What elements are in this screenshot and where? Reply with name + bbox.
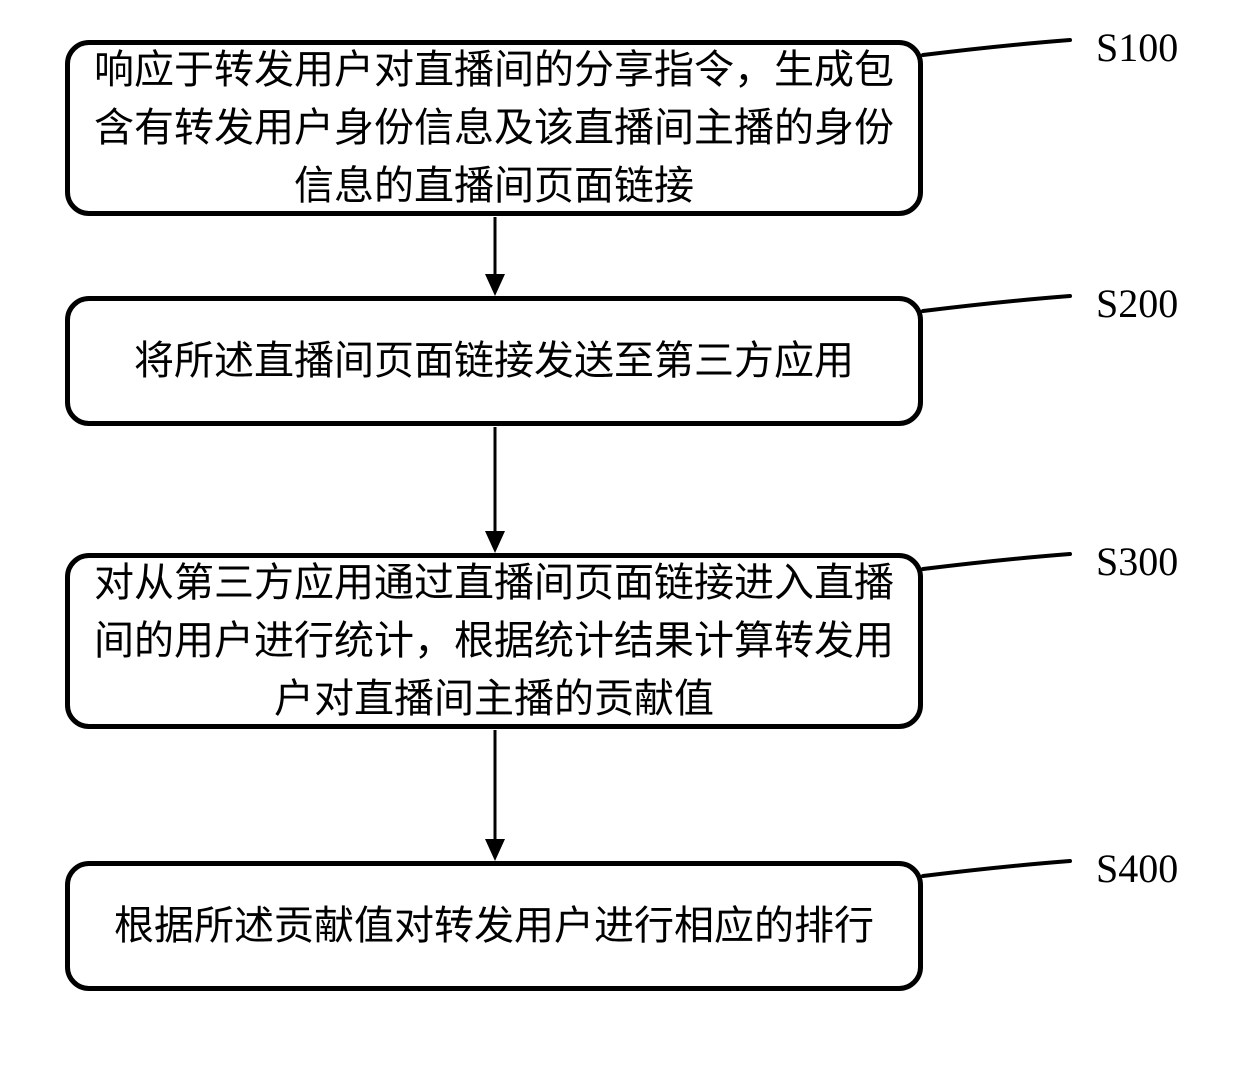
flowchart-canvas: 响应于转发用户对直播间的分享指令，生成包 含有转发用户身份信息及该直播间主播的身… <box>0 0 1240 1068</box>
arrow-head-icon <box>485 274 505 296</box>
node-text: 将所述直播间页面链接发送至第三方应用 <box>134 332 854 390</box>
flowchart-node-s200: 将所述直播间页面链接发送至第三方应用 <box>65 296 923 426</box>
callout-curve <box>923 861 1070 876</box>
arrow-head-icon <box>485 839 505 861</box>
callout-curve <box>923 40 1070 55</box>
step-label-s200: S200 <box>1096 280 1178 327</box>
callout-curve <box>923 554 1070 569</box>
step-label-s100: S100 <box>1096 24 1178 71</box>
flowchart-node-s300: 对从第三方应用通过直播间页面链接进入直播 间的用户进行统计，根据统计结果计算转发… <box>65 553 923 729</box>
node-text: 根据所述贡献值对转发用户进行相应的排行 <box>114 897 874 955</box>
flowchart-node-s400: 根据所述贡献值对转发用户进行相应的排行 <box>65 861 923 991</box>
step-label-s400: S400 <box>1096 845 1178 892</box>
callout-curve <box>923 296 1070 311</box>
node-text: 响应于转发用户对直播间的分享指令，生成包 含有转发用户身份信息及该直播间主播的身… <box>94 41 894 215</box>
node-text: 对从第三方应用通过直播间页面链接进入直播 间的用户进行统计，根据统计结果计算转发… <box>94 554 894 728</box>
step-label-s300: S300 <box>1096 538 1178 585</box>
arrow-head-icon <box>485 531 505 553</box>
flowchart-node-s100: 响应于转发用户对直播间的分享指令，生成包 含有转发用户身份信息及该直播间主播的身… <box>65 40 923 216</box>
